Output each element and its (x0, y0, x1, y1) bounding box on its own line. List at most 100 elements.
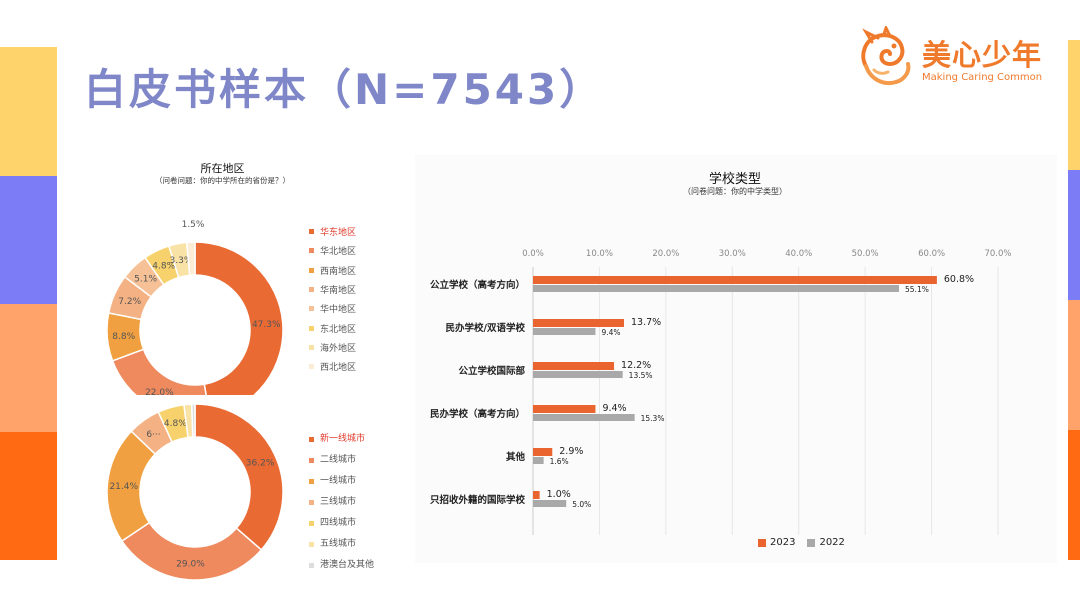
legend-swatch (309, 542, 314, 547)
legend-item: 2022 (807, 537, 845, 548)
x-tick-label: 0.0% (522, 249, 544, 259)
slice-label: 36.2% (246, 458, 275, 468)
legend-label: 华北地区 (320, 247, 357, 258)
dragon-logo-icon (861, 24, 911, 85)
legend-item: 东北地区 (309, 318, 356, 337)
legend-item: 港澳台及其他 (309, 555, 374, 576)
x-tick-label: 60.0% (918, 249, 945, 259)
logo-name: 美心少年 (922, 38, 1043, 72)
legend-item: 华东地区 (309, 222, 356, 241)
legend-swatch (309, 364, 314, 370)
bar-2022 (533, 414, 635, 421)
bar-legend: 2023 2022 (758, 537, 857, 548)
legend-item: 一线城市 (309, 471, 374, 492)
accent-bar-right-orange (1068, 430, 1080, 560)
bar-2022 (533, 371, 623, 378)
legend-swatch (309, 287, 314, 293)
bar-value-label: 15.3% (641, 414, 665, 423)
bar-value-label: 60.8% (944, 274, 974, 285)
legend-label: 三线城市 (320, 497, 357, 507)
category-label: 公立学校（高考方向） (430, 279, 525, 291)
slice-label: 1.5% (182, 220, 205, 230)
legend-swatch (309, 521, 314, 526)
legend-item: 海外地区 (309, 338, 356, 357)
legend-label: 华中地区 (320, 305, 357, 316)
legend-swatch (758, 538, 766, 547)
legend-item: 2023 (758, 537, 795, 548)
legend-item: 新一线城市 (309, 429, 374, 450)
legend-item: 四线城市 (309, 513, 374, 534)
legend-swatch (309, 229, 314, 235)
bar-value-label: 12.2% (621, 360, 651, 371)
legend-label: 一线城市 (320, 476, 357, 486)
slice-label: 21.4% (109, 482, 138, 492)
region-chart: 所在地区 （问卷问题：你的中学所在的省份是？） 47.3% 22.0% 8.8% 7.… (100, 155, 400, 395)
legend-swatch (309, 248, 314, 254)
legend-swatch (309, 306, 314, 312)
x-tick-label: 70.0% (984, 249, 1011, 259)
legend-swatch (309, 458, 314, 463)
accent-bar-right-purple (1068, 170, 1080, 300)
slice-label: 8.8% (112, 332, 135, 342)
category-label: 民办学校（高考方向） (430, 408, 525, 420)
category-label: 民办学校/双语学校 (446, 322, 526, 334)
accent-bar-purple (0, 176, 57, 304)
legend-label: 华南地区 (320, 286, 357, 297)
bar-value-label: 5.0% (572, 500, 591, 509)
slice-label: 4.8% (152, 262, 175, 272)
brand-logo: 美心少年 Making Caring Common (852, 24, 1047, 92)
legend-label: 五线城市 (320, 539, 357, 549)
donut-slice (194, 403, 284, 551)
category-label: 其他 (506, 451, 526, 463)
legend-item: 华南地区 (309, 280, 356, 299)
legend-swatch (309, 344, 314, 350)
slice-label: 3.3% (170, 256, 193, 266)
accent-bar-orange (0, 432, 57, 560)
x-tick-label: 50.0% (852, 249, 879, 259)
chart-title: 学校类型 (708, 172, 761, 187)
bar-2022 (533, 457, 544, 464)
slice-label: 22.0% (145, 388, 174, 395)
bar-2023 (533, 362, 615, 370)
legend-label: 东北地区 (320, 324, 357, 335)
legend-label: 2022 (819, 537, 845, 548)
slice-label: 5.1% (134, 274, 157, 284)
category-label: 公立学校国际部 (458, 365, 525, 377)
school-type-chart: 学校类型 （问卷问题：你的中学类型） 0.0% 10.0% 20.0% 30.0% 40… (415, 155, 1057, 563)
logo-tagline: Making Caring Common (922, 72, 1043, 83)
bar-2023 (533, 448, 553, 456)
legend-label: 西南地区 (320, 266, 357, 277)
donut-slice (190, 403, 196, 438)
bar-2022 (533, 500, 567, 507)
legend-item: 西北地区 (309, 357, 356, 376)
legend-swatch (309, 325, 314, 331)
donut-slice (194, 241, 284, 395)
chart-subtitle: （问卷问题：你的中学所在的省份是？） (155, 176, 290, 185)
page-title: 白皮书样本（N=7543） (84, 65, 605, 114)
category-label: 只招收外籍的国际学校 (430, 494, 526, 506)
accent-bar-yellow (0, 47, 57, 176)
accent-bar-peach (0, 304, 57, 432)
accent-bar-right-peach (1068, 300, 1080, 430)
x-tick-label: 40.0% (785, 249, 812, 259)
region-donut: 47.3% 22.0% 8.8% 7.2% 5.1% 4.8%3.3% 1.5% (106, 220, 284, 395)
legend-item: 华中地区 (309, 299, 356, 318)
bar-value-label: 1.0% (547, 489, 571, 500)
slice-label: 29.0% (176, 559, 205, 569)
bar-2023 (533, 319, 625, 327)
bar-2022 (533, 328, 596, 335)
slice-label: 47.3% (252, 320, 281, 330)
bar-value-label: 13.7% (631, 317, 661, 328)
chart-subtitle: （问卷问题：你的中学类型） (683, 187, 787, 196)
bar-2023 (533, 491, 540, 499)
bar-2022 (533, 285, 900, 292)
bar-value-label: 55.1% (905, 285, 929, 294)
school-type-bars: 0.0% 10.0% 20.0% 30.0% 40.0% 50.0% 60.0% 70.0% 公… (430, 249, 1012, 535)
bar-value-label: 9.4% (602, 403, 626, 414)
x-tick-label: 30.0% (719, 249, 746, 259)
legend-label: 港澳台及其他 (320, 560, 375, 570)
legend-label: 新一线城市 (320, 434, 366, 444)
x-tick-label: 10.0% (586, 249, 613, 259)
bar-2023 (533, 405, 596, 413)
accent-bar-right-yellow (1068, 40, 1080, 170)
